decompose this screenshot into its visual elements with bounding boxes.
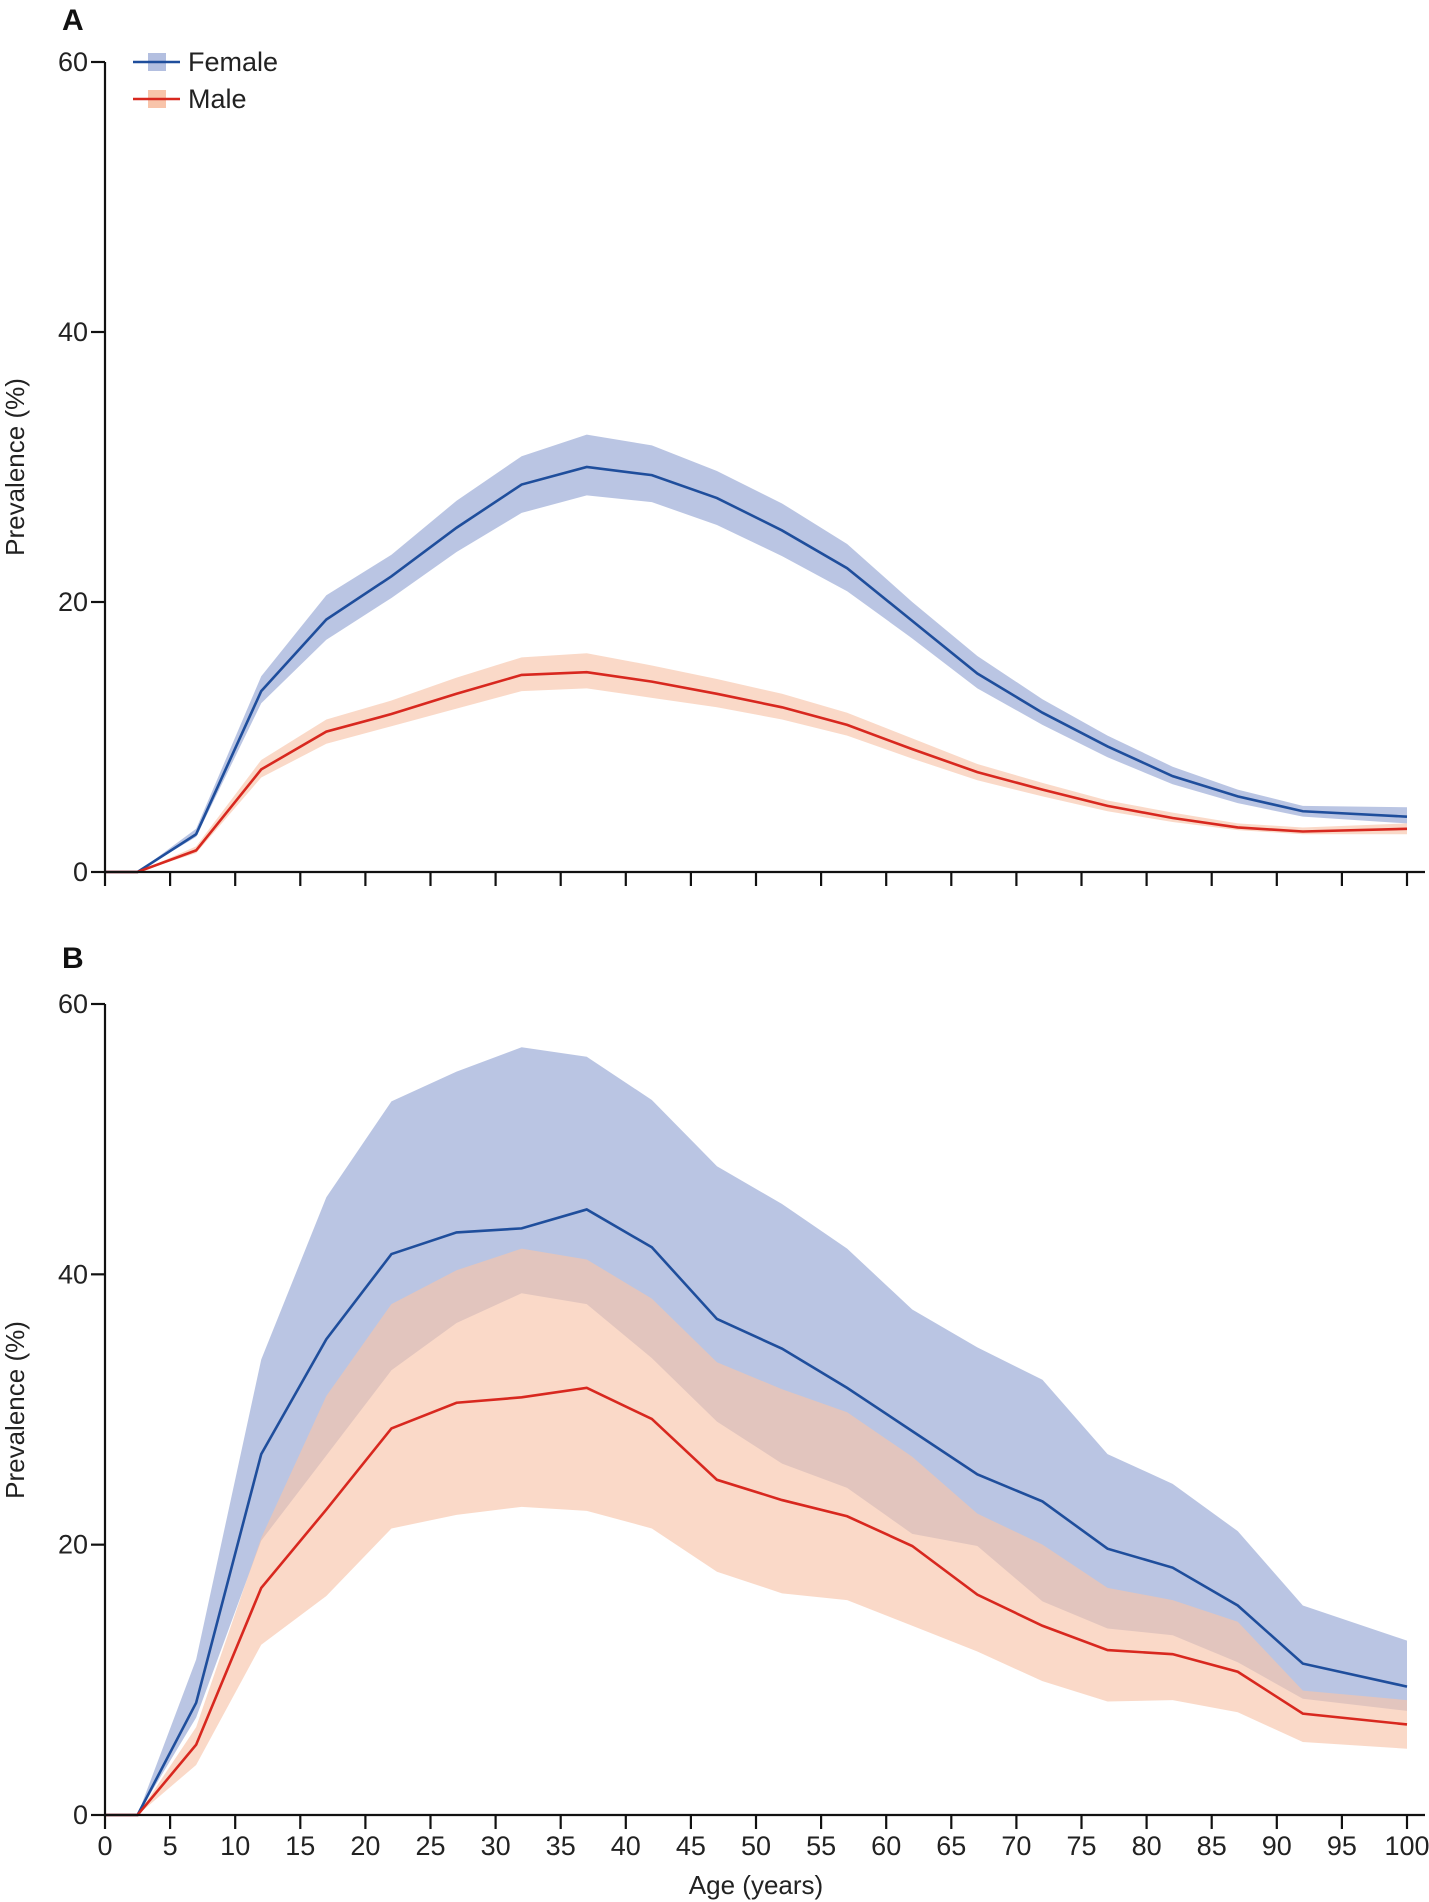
panel-a-y-label: Prevalence (%): [0, 378, 30, 556]
x-tick-label: 45: [676, 1831, 706, 1861]
panel-b: 0 20 40 60 0 5 10 15 20 25 30 35 40 45 50 55 60 65 70 75 80 8…: [58, 989, 1429, 1861]
x-tick-label: 25: [415, 1831, 445, 1861]
legend-female-label: Female: [188, 47, 278, 77]
male-ci-band: [105, 1248, 1407, 1815]
x-tick-label: 20: [350, 1831, 380, 1861]
y-tick-label: 40: [58, 317, 88, 347]
male-ci-band: [105, 653, 1407, 872]
male-line: [105, 670, 1408, 874]
x-tick-label: 75: [1066, 1831, 1096, 1861]
panel-a: 0 20 40 60: [58, 47, 1425, 887]
x-tick-label: 60: [871, 1831, 901, 1861]
y-tick-label: 40: [58, 1259, 88, 1289]
x-tick-label: 10: [220, 1831, 250, 1861]
x-tick-label: 30: [481, 1831, 511, 1861]
x-tick-label: 15: [285, 1831, 315, 1861]
x-tick-label: 55: [806, 1831, 836, 1861]
x-axis-label: Age (years): [689, 1870, 823, 1900]
y-tick-label: 60: [58, 47, 88, 77]
panel-b-y-label: Prevalence (%): [0, 1321, 30, 1499]
x-tick-label: 0: [97, 1831, 112, 1861]
x-tick-label: 35: [546, 1831, 576, 1861]
x-tick-label: 95: [1327, 1831, 1357, 1861]
panel-a-letter: A: [62, 4, 84, 37]
y-tick-label: 0: [73, 1800, 88, 1830]
x-tick-label: 40: [611, 1831, 641, 1861]
y-tick-label: 0: [73, 857, 88, 887]
legend-male-label: Male: [188, 84, 247, 114]
panel-b-letter: B: [62, 942, 84, 975]
x-tick-label: 5: [163, 1831, 178, 1861]
x-tick-label: 65: [936, 1831, 966, 1861]
y-tick-label: 20: [58, 587, 88, 617]
x-tick-label: 85: [1197, 1831, 1227, 1861]
y-tick-label: 20: [58, 1530, 88, 1560]
female-ci-band: [105, 434, 1407, 872]
x-tick-label: 50: [741, 1831, 771, 1861]
x-tick-label: 80: [1132, 1831, 1162, 1861]
y-tick-label: 60: [58, 989, 88, 1019]
x-tick-label: 90: [1262, 1831, 1292, 1861]
x-tick-label: 70: [1001, 1831, 1031, 1861]
legend: Female Male: [133, 47, 278, 114]
x-tick-label: 100: [1384, 1831, 1429, 1861]
